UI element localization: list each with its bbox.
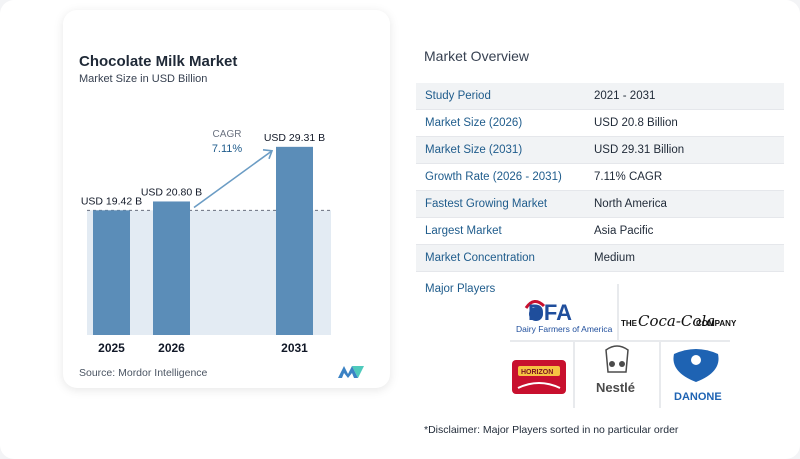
cagr-arrow [193, 150, 273, 209]
x-tick-2026: 2026 [158, 341, 185, 355]
cagr-value: 7.11% [212, 143, 243, 155]
overview-label: Study Period [425, 90, 491, 102]
x-tick-2025: 2025 [98, 341, 125, 355]
source-text: Source: Mordor Intelligence [79, 367, 208, 379]
overview-row-market-size-2026: Market Size (2026) USD 20.8 Billion [416, 110, 784, 137]
coca-cola-logo-icon: THE Coca-Cola COMPANY [621, 312, 737, 330]
bar-2031 [276, 146, 313, 335]
dfa-logo-icon: DFA Dairy Farmers of America [516, 300, 613, 334]
overview-value: 2021 - 2031 [594, 90, 656, 102]
dfa-name: Dairy Farmers of America [516, 324, 613, 334]
overview-label: Fastest Growing Market [425, 198, 548, 210]
overview-label: Largest Market [425, 225, 502, 237]
nestle-logo-icon: Nestlé [596, 345, 635, 395]
danone-logo-icon: DANONE [673, 349, 722, 403]
overview-table: Study Period 2021 - 2031 Market Size (20… [416, 83, 784, 272]
overview-row-fastest-growing: Fastest Growing Market North America [416, 191, 784, 218]
overview-row-largest-market: Largest Market Asia Pacific [416, 218, 784, 245]
overview-value: North America [594, 198, 667, 210]
overview-title: Market Overview [424, 48, 530, 64]
data-label-2026: USD 20.80 B [141, 186, 202, 198]
overview-value: USD 20.8 Billion [594, 117, 678, 129]
horizon-logo-icon: HORIZON [512, 360, 566, 394]
cagr-arrow-head [262, 149, 274, 160]
overview-label: Market Size (2026) [425, 117, 523, 129]
overview-row-study-period: Study Period 2021 - 2031 [416, 83, 784, 110]
overview-row-growth-rate: Growth Rate (2026 - 2031) 7.11% CAGR [416, 164, 784, 191]
overview-label: Market Concentration [425, 252, 535, 264]
coca-script: Coca-Cola [638, 312, 715, 330]
bar-2026 [153, 201, 190, 335]
data-label-2025: USD 19.42 B [81, 195, 142, 207]
overview-label: Growth Rate (2026 - 2031) [425, 171, 562, 183]
danone-text: DANONE [674, 391, 722, 403]
cagr-label: CAGR [213, 129, 242, 140]
chart-subtitle: Market Size in USD Billion [79, 73, 208, 85]
major-players-label: Major Players [425, 283, 496, 295]
overview-value: Asia Pacific [594, 225, 654, 237]
overview-value: 7.11% CAGR [594, 171, 663, 183]
overview-row-market-size-2031: Market Size (2031) USD 29.31 Billion [416, 137, 784, 164]
bar-chart: USD 19.42 B 2025 USD 20.80 B 2026 USD 29.31 … [81, 129, 331, 355]
overview-row-concentration: Market Concentration Medium [416, 245, 784, 272]
chart-card: Chocolate Milk Market Market Size in USD… [63, 10, 390, 388]
overview-label: Market Size (2031) [425, 144, 523, 156]
data-label-2031: USD 29.31 B [264, 132, 325, 144]
dfa-mark: DFA [528, 300, 572, 325]
disclaimer-text: *Disclaimer: Major Players sorted in no … [424, 424, 679, 436]
mordor-logo-icon [338, 366, 364, 378]
overview-value: USD 29.31 Billion [594, 144, 685, 156]
chart-title: Chocolate Milk Market [79, 53, 238, 70]
major-players-logos: DFA Dairy Farmers of America THE Coca-Co… [510, 284, 737, 408]
coca-company: COMPANY [696, 319, 737, 328]
nestle-text: Nestlé [596, 380, 635, 395]
horizon-text: HORIZON [521, 369, 553, 376]
overview-value: Medium [594, 252, 635, 264]
x-tick-2031: 2031 [281, 341, 308, 355]
bar-2025 [93, 210, 130, 335]
coca-the: THE [621, 319, 638, 328]
